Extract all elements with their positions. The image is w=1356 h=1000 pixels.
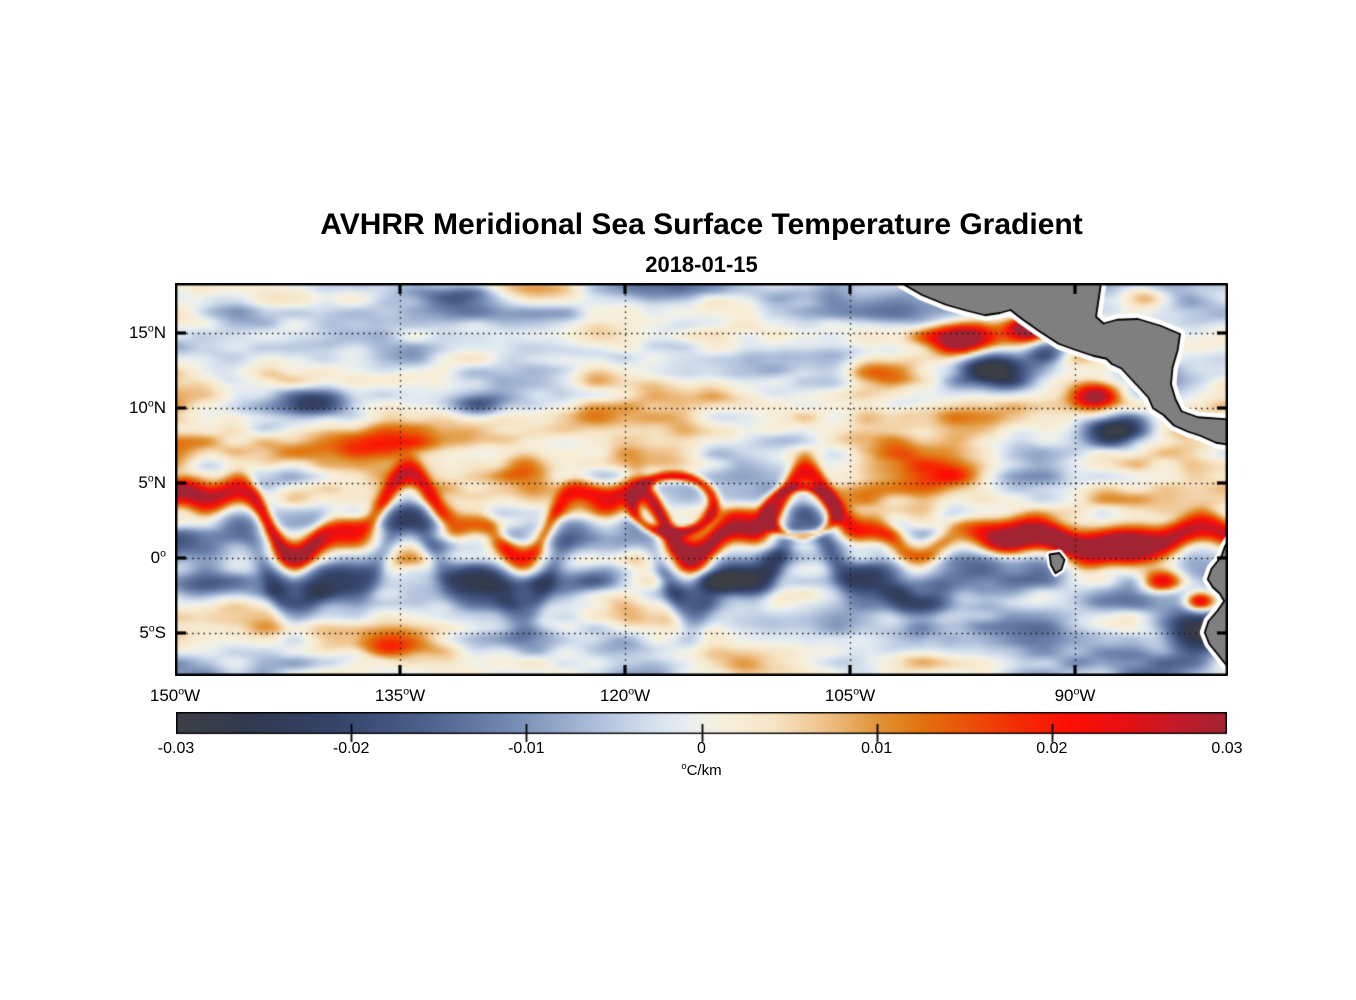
figure-subtitle: 2018-01-15: [645, 252, 758, 277]
colorbar-tick-label--0.01: -0.01: [508, 740, 545, 757]
colorbar-canvas: [176, 712, 1227, 746]
degree-symbol: o: [681, 761, 687, 771]
x-tick-label-135W: 135oW: [374, 685, 426, 705]
colorbar-tick-label--0.02: -0.02: [332, 740, 370, 757]
sst-gradient-map-canvas: [175, 283, 1228, 676]
y-tick-label-5N: 5oN: [138, 472, 166, 493]
y-tick-label-0: 0o: [150, 547, 166, 568]
colorbar-tick-label--0.03: -0.03: [157, 740, 195, 757]
x-tick-label-90W: 90oW: [1054, 685, 1096, 705]
y-tick-label-5S: 5oS: [139, 622, 166, 643]
colorbar-tick-label-0.03: 0.03: [1211, 740, 1243, 757]
figure-title: AVHRR Meridional Sea Surface Temperature…: [320, 208, 1083, 241]
colorbar-unit-text: C/km: [686, 762, 722, 779]
x-tick-label-150W: 150oW: [149, 685, 201, 705]
y-tick-label-15N: 15oN: [128, 322, 166, 343]
x-tick-label-105W: 105oW: [824, 685, 876, 705]
x-tick-label-120W: 120oW: [599, 685, 651, 705]
colorbar-tick-label-0.01: 0.01: [861, 740, 893, 757]
colorbar-tick-label-0: 0: [697, 740, 706, 757]
y-tick-label-10N: 10oN: [128, 397, 166, 418]
colorbar-unit-label: oC/km: [176, 761, 1227, 779]
colorbar-tick-label-0.02: 0.02: [1036, 740, 1068, 757]
